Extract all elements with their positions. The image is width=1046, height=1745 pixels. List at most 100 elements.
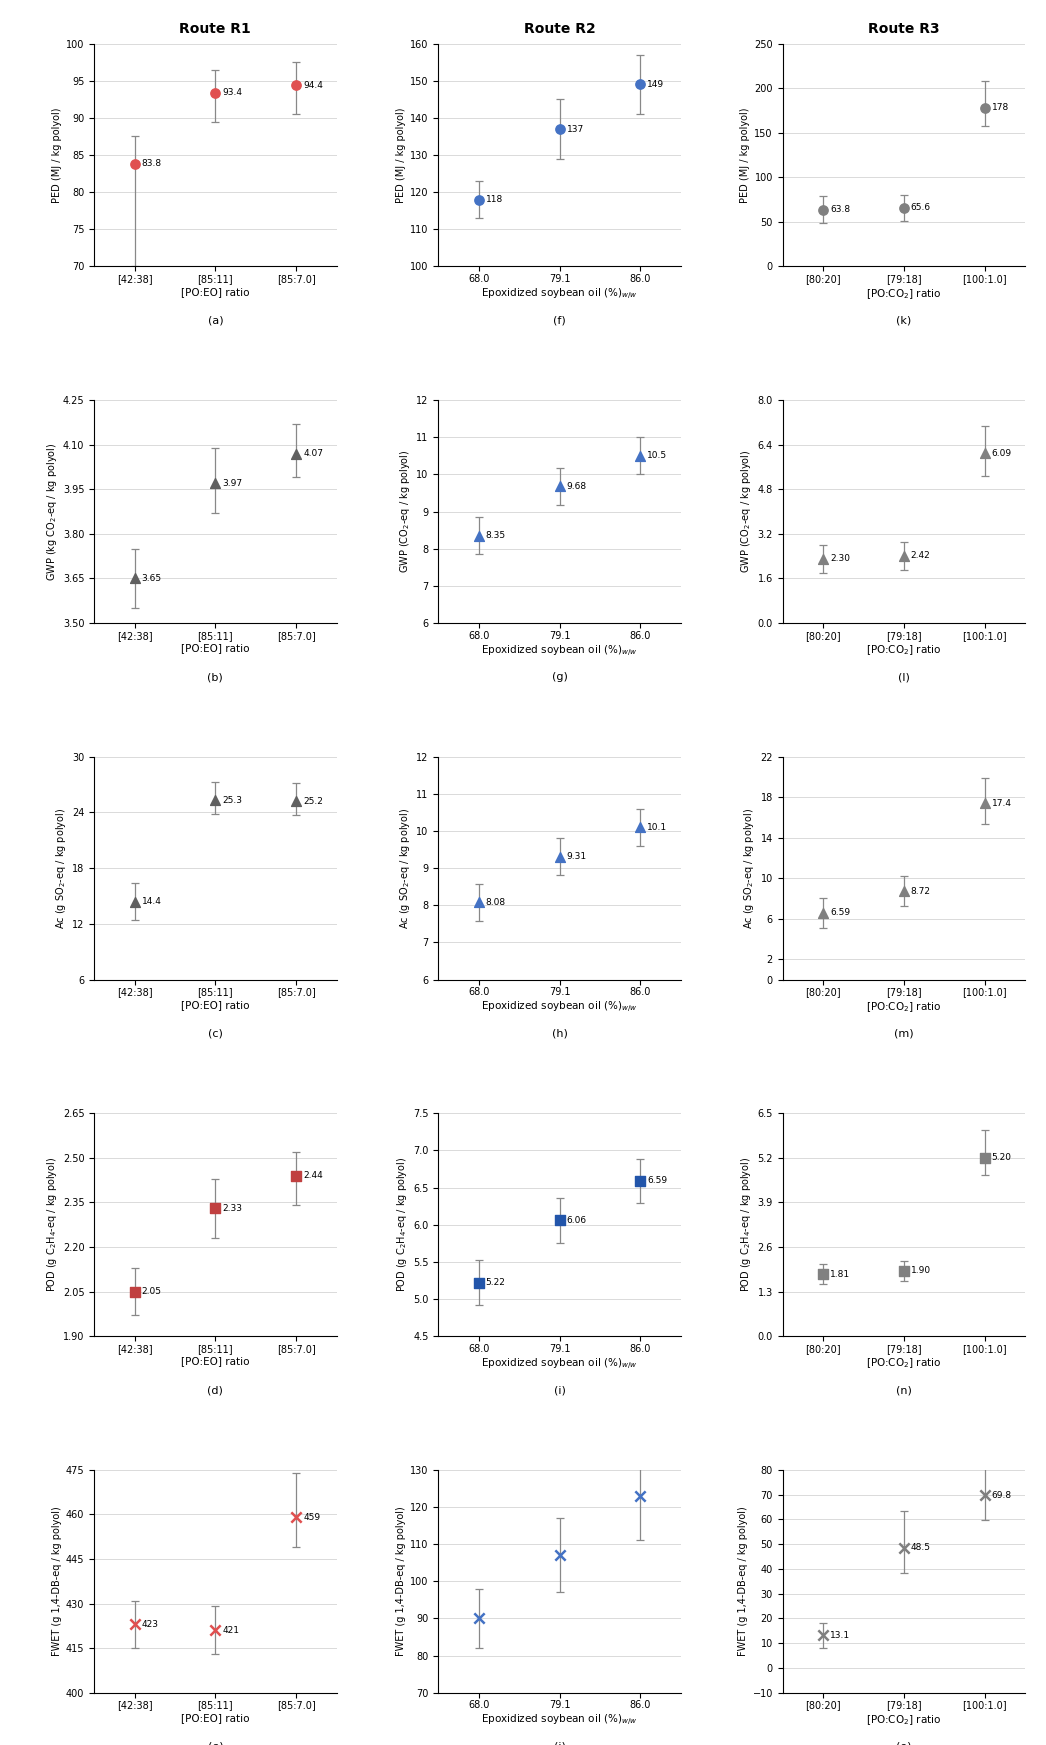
X-axis label: [PO:CO$_2$] ratio: [PO:CO$_2$] ratio <box>866 1356 941 1370</box>
Point <box>288 440 304 468</box>
X-axis label: [PO:EO] ratio: [PO:EO] ratio <box>181 286 250 297</box>
Text: (e): (e) <box>207 1742 223 1745</box>
Text: 17.4: 17.4 <box>992 799 1011 808</box>
X-axis label: [PO:EO] ratio: [PO:EO] ratio <box>181 644 250 653</box>
Text: 3.97: 3.97 <box>223 478 243 489</box>
Text: (c): (c) <box>208 1028 223 1038</box>
Text: 4.07: 4.07 <box>303 448 323 459</box>
Y-axis label: Ac (g SO$_2$-eq / kg polyol): Ac (g SO$_2$-eq / kg polyol) <box>399 808 412 928</box>
Point <box>632 813 649 841</box>
Text: 6.59: 6.59 <box>829 909 850 918</box>
X-axis label: [PO:EO] ratio: [PO:EO] ratio <box>181 1714 250 1722</box>
Text: 6.59: 6.59 <box>647 1176 667 1185</box>
Text: 2.05: 2.05 <box>141 1288 161 1297</box>
Y-axis label: GWP (CO$_2$-eq / kg polyol): GWP (CO$_2$-eq / kg polyol) <box>399 450 412 574</box>
Point <box>288 1162 304 1190</box>
Text: 118: 118 <box>485 195 503 204</box>
Text: 69.8: 69.8 <box>992 1490 1011 1499</box>
X-axis label: Epoxidized soybean oil (%)$_{w/w}$: Epoxidized soybean oil (%)$_{w/w}$ <box>481 286 638 302</box>
Point <box>632 70 649 98</box>
Y-axis label: Ac (g SO$_2$-eq / kg polyol): Ac (g SO$_2$-eq / kg polyol) <box>743 808 756 928</box>
Point <box>976 1145 993 1173</box>
Point <box>551 1541 568 1569</box>
Point <box>207 1194 224 1222</box>
Text: (l): (l) <box>897 672 910 682</box>
Y-axis label: GWP (kg CO$_2$-eq / kg polyol): GWP (kg CO$_2$-eq / kg polyol) <box>45 441 59 581</box>
X-axis label: [PO:EO] ratio: [PO:EO] ratio <box>181 1356 250 1366</box>
Text: 9.31: 9.31 <box>567 852 587 860</box>
Y-axis label: POD (g C$_2$H$_4$-eq / kg polyol): POD (g C$_2$H$_4$-eq / kg polyol) <box>395 1157 409 1293</box>
Point <box>207 787 224 815</box>
Text: 65.6: 65.6 <box>911 204 931 213</box>
Text: 25.2: 25.2 <box>303 797 323 806</box>
Title: Route R3: Route R3 <box>868 21 939 35</box>
Y-axis label: FWET (g 1,4-DB-eq / kg polyol): FWET (g 1,4-DB-eq / kg polyol) <box>738 1506 748 1656</box>
Text: 2.33: 2.33 <box>223 1204 243 1213</box>
Text: (b): (b) <box>207 672 223 682</box>
Text: (m): (m) <box>894 1028 913 1038</box>
Title: Route R1: Route R1 <box>180 21 251 35</box>
Text: 94.4: 94.4 <box>303 80 323 89</box>
Text: 2.42: 2.42 <box>911 551 931 560</box>
Text: 3.65: 3.65 <box>141 574 162 583</box>
Point <box>976 1482 993 1509</box>
Text: (n): (n) <box>896 1386 912 1396</box>
Point <box>471 185 487 213</box>
Text: 2.44: 2.44 <box>303 1171 323 1180</box>
Text: 9.68: 9.68 <box>567 482 587 490</box>
X-axis label: [PO:CO$_2$] ratio: [PO:CO$_2$] ratio <box>866 644 941 658</box>
Text: 6.06: 6.06 <box>567 1216 587 1225</box>
Text: 8.72: 8.72 <box>911 886 931 895</box>
Point <box>207 79 224 106</box>
Y-axis label: PED (MJ / kg polyol): PED (MJ / kg polyol) <box>741 106 750 202</box>
Point <box>471 1269 487 1297</box>
Y-axis label: Ac (g SO$_2$-eq / kg polyol): Ac (g SO$_2$-eq / kg polyol) <box>54 808 68 928</box>
Point <box>976 94 993 122</box>
Text: 459: 459 <box>303 1513 320 1522</box>
Point <box>815 195 832 223</box>
X-axis label: [PO:CO$_2$] ratio: [PO:CO$_2$] ratio <box>866 1714 941 1728</box>
Text: 8.08: 8.08 <box>485 899 506 907</box>
Point <box>207 1616 224 1644</box>
Text: 2.30: 2.30 <box>829 555 850 564</box>
Title: Route R2: Route R2 <box>524 21 595 35</box>
Point <box>976 440 993 468</box>
X-axis label: Epoxidized soybean oil (%)$_{w/w}$: Epoxidized soybean oil (%)$_{w/w}$ <box>481 1000 638 1016</box>
Point <box>288 1504 304 1532</box>
Point <box>551 473 568 501</box>
Text: 10.1: 10.1 <box>647 824 667 832</box>
Text: (i): (i) <box>553 1386 566 1396</box>
Y-axis label: POD (g C$_2$H$_4$-eq / kg polyol): POD (g C$_2$H$_4$-eq / kg polyol) <box>740 1157 753 1293</box>
Text: 6.09: 6.09 <box>992 448 1011 457</box>
Text: (o): (o) <box>896 1742 912 1745</box>
Y-axis label: FWET (g 1,4-DB-eq / kg polyol): FWET (g 1,4-DB-eq / kg polyol) <box>51 1506 62 1656</box>
Point <box>895 1256 912 1284</box>
X-axis label: [PO:EO] ratio: [PO:EO] ratio <box>181 1000 250 1010</box>
Text: 93.4: 93.4 <box>223 89 243 98</box>
Point <box>127 888 143 916</box>
Point <box>815 544 832 572</box>
X-axis label: Epoxidized soybean oil (%)$_{w/w}$: Epoxidized soybean oil (%)$_{w/w}$ <box>481 1356 638 1372</box>
Point <box>127 150 143 178</box>
X-axis label: [PO:CO$_2$] ratio: [PO:CO$_2$] ratio <box>866 1000 941 1014</box>
Text: 25.3: 25.3 <box>223 796 243 804</box>
Point <box>815 899 832 927</box>
Point <box>551 843 568 871</box>
Point <box>632 1167 649 1195</box>
Point <box>632 441 649 469</box>
Text: 14.4: 14.4 <box>141 897 161 906</box>
Y-axis label: POD (g C$_2$H$_4$-eq / kg polyol): POD (g C$_2$H$_4$-eq / kg polyol) <box>45 1157 59 1293</box>
Text: 149: 149 <box>647 80 664 89</box>
Text: (g): (g) <box>551 672 568 682</box>
Text: 83.8: 83.8 <box>141 159 162 169</box>
Point <box>551 115 568 143</box>
Text: 63.8: 63.8 <box>829 206 850 215</box>
Text: (d): (d) <box>207 1386 223 1396</box>
Text: (j): (j) <box>553 1742 566 1745</box>
Point <box>127 1277 143 1305</box>
Point <box>815 1260 832 1288</box>
Text: (h): (h) <box>551 1028 568 1038</box>
Point <box>471 522 487 550</box>
Point <box>815 1621 832 1649</box>
Point <box>895 541 912 569</box>
